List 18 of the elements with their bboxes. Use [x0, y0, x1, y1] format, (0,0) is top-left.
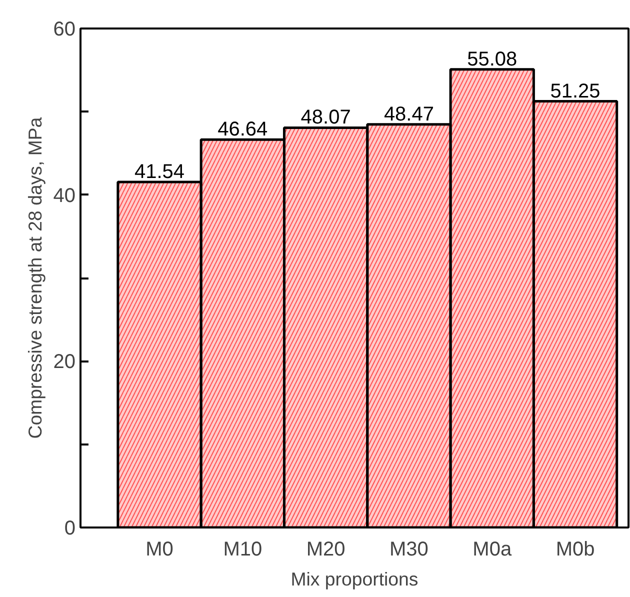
x-axis-title: Mix proportions	[290, 568, 418, 590]
data-label: 46.64	[218, 118, 268, 141]
x-tick-label: M0a	[472, 538, 512, 560]
data-label: 51.25	[550, 80, 600, 102]
data-label: 41.54	[134, 161, 185, 184]
data-label: 55.08	[467, 48, 518, 70]
y-tick-label: 0	[64, 518, 76, 540]
x-tick-label: M0b	[556, 538, 595, 560]
y-tick-label: 40	[53, 184, 76, 207]
y-tick-label: 60	[53, 18, 76, 40]
x-tick-label: M30	[390, 538, 428, 560]
data-label: 48.07	[300, 106, 351, 129]
data-label: 48.47	[384, 103, 434, 126]
y-tick-label: 20	[53, 351, 76, 374]
x-tick-label: M0	[146, 538, 174, 560]
y-axis-title: Compressive strength at 28 days, MPa	[24, 116, 46, 439]
x-tick-label: M20	[306, 538, 346, 560]
x-tick-label: M10	[223, 538, 262, 560]
